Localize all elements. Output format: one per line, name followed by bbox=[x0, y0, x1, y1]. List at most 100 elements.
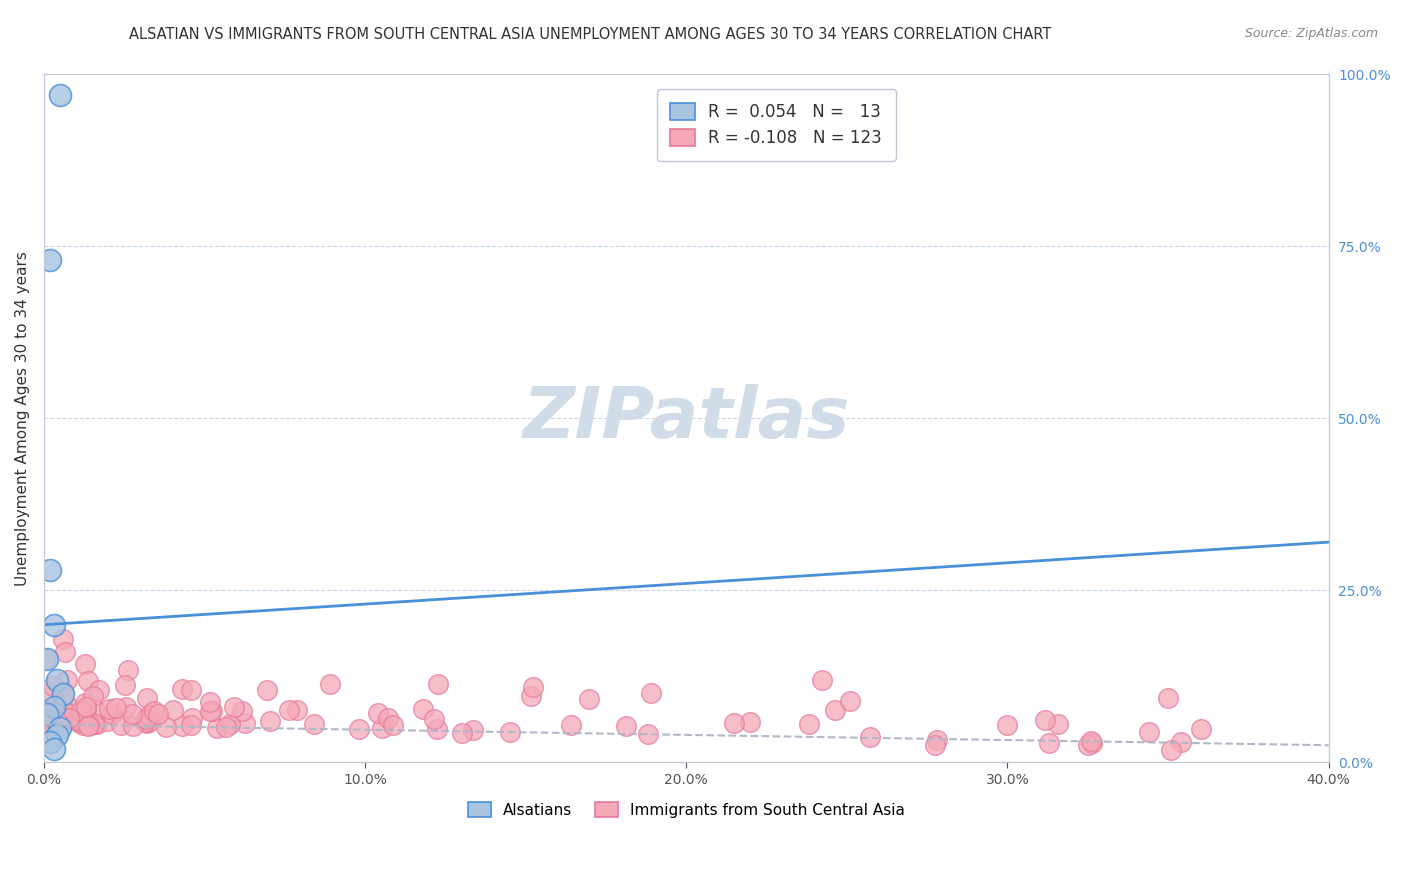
Point bbox=[162, 703, 184, 717]
Point bbox=[285, 703, 308, 717]
Point bbox=[110, 717, 132, 731]
Point bbox=[84, 702, 107, 716]
Point bbox=[41, 700, 63, 714]
Point bbox=[42, 700, 65, 714]
Point bbox=[49, 712, 72, 726]
Point bbox=[723, 716, 745, 731]
Point bbox=[49, 713, 72, 727]
Point bbox=[58, 711, 80, 725]
Point bbox=[1137, 725, 1160, 739]
Point bbox=[53, 645, 76, 659]
Y-axis label: Unemployment Among Ages 30 to 34 years: Unemployment Among Ages 30 to 34 years bbox=[15, 251, 30, 586]
Point bbox=[45, 728, 67, 742]
Point bbox=[520, 689, 543, 703]
Point bbox=[347, 722, 370, 736]
Point bbox=[83, 717, 105, 731]
Point bbox=[115, 700, 138, 714]
Point bbox=[86, 716, 108, 731]
Point bbox=[55, 673, 77, 687]
Point bbox=[35, 652, 58, 666]
Point bbox=[101, 707, 124, 722]
Point bbox=[426, 677, 449, 691]
Point bbox=[44, 715, 66, 730]
Point bbox=[799, 717, 821, 731]
Point bbox=[77, 718, 100, 732]
Point bbox=[1038, 736, 1060, 750]
Point bbox=[48, 705, 70, 719]
Point bbox=[839, 694, 862, 708]
Point bbox=[215, 720, 238, 734]
Point bbox=[39, 735, 62, 749]
Point bbox=[82, 690, 104, 704]
Point bbox=[38, 714, 60, 729]
Point bbox=[58, 711, 80, 725]
Point bbox=[66, 714, 89, 729]
Point bbox=[522, 681, 544, 695]
Point bbox=[382, 718, 405, 732]
Point bbox=[42, 617, 65, 632]
Point bbox=[738, 715, 761, 730]
Point bbox=[96, 714, 118, 728]
Point bbox=[1170, 735, 1192, 749]
Point bbox=[200, 704, 222, 718]
Point bbox=[46, 714, 69, 729]
Point bbox=[72, 706, 94, 721]
Point bbox=[180, 711, 202, 725]
Point bbox=[52, 684, 75, 698]
Point bbox=[222, 699, 245, 714]
Point bbox=[135, 690, 157, 705]
Point bbox=[138, 708, 160, 723]
Point bbox=[1033, 714, 1056, 728]
Point bbox=[995, 718, 1018, 732]
Point bbox=[117, 663, 139, 677]
Point bbox=[41, 713, 63, 727]
Text: ALSATIAN VS IMMIGRANTS FROM SOUTH CENTRAL ASIA UNEMPLOYMENT AMONG AGES 30 TO 34 : ALSATIAN VS IMMIGRANTS FROM SOUTH CENTRA… bbox=[129, 27, 1052, 42]
Point bbox=[134, 715, 156, 730]
Point bbox=[135, 712, 157, 726]
Point bbox=[1047, 717, 1070, 731]
Point bbox=[367, 706, 389, 720]
Point bbox=[1081, 736, 1104, 750]
Point bbox=[461, 723, 484, 738]
Point bbox=[69, 713, 91, 727]
Point bbox=[142, 704, 165, 718]
Point bbox=[859, 730, 882, 744]
Point bbox=[49, 721, 72, 735]
Point bbox=[35, 707, 58, 722]
Point bbox=[205, 721, 228, 735]
Point bbox=[319, 676, 342, 690]
Point bbox=[75, 699, 97, 714]
Point bbox=[640, 686, 662, 700]
Point bbox=[39, 715, 62, 730]
Point bbox=[139, 714, 162, 728]
Point bbox=[77, 718, 100, 732]
Legend: Alsatians, Immigrants from South Central Asia: Alsatians, Immigrants from South Central… bbox=[461, 796, 911, 823]
Point bbox=[73, 657, 96, 672]
Point bbox=[39, 563, 62, 577]
Point bbox=[499, 724, 522, 739]
Point bbox=[927, 733, 949, 747]
Point bbox=[412, 701, 434, 715]
Point bbox=[56, 706, 79, 720]
Point bbox=[560, 717, 582, 731]
Point bbox=[114, 678, 136, 692]
Point bbox=[89, 682, 111, 697]
Point bbox=[578, 692, 600, 706]
Point bbox=[59, 706, 82, 720]
Point bbox=[425, 723, 447, 737]
Point bbox=[75, 703, 97, 717]
Point bbox=[41, 679, 63, 693]
Point bbox=[146, 706, 169, 721]
Text: ZIPatlas: ZIPatlas bbox=[523, 384, 851, 453]
Point bbox=[811, 673, 834, 688]
Point bbox=[37, 687, 59, 701]
Point bbox=[34, 710, 56, 724]
Point bbox=[231, 704, 253, 718]
Point bbox=[302, 717, 325, 731]
Point bbox=[259, 714, 281, 728]
Point bbox=[198, 695, 221, 709]
Point bbox=[72, 718, 94, 732]
Point bbox=[451, 725, 474, 739]
Point bbox=[52, 687, 75, 701]
Point bbox=[278, 703, 301, 717]
